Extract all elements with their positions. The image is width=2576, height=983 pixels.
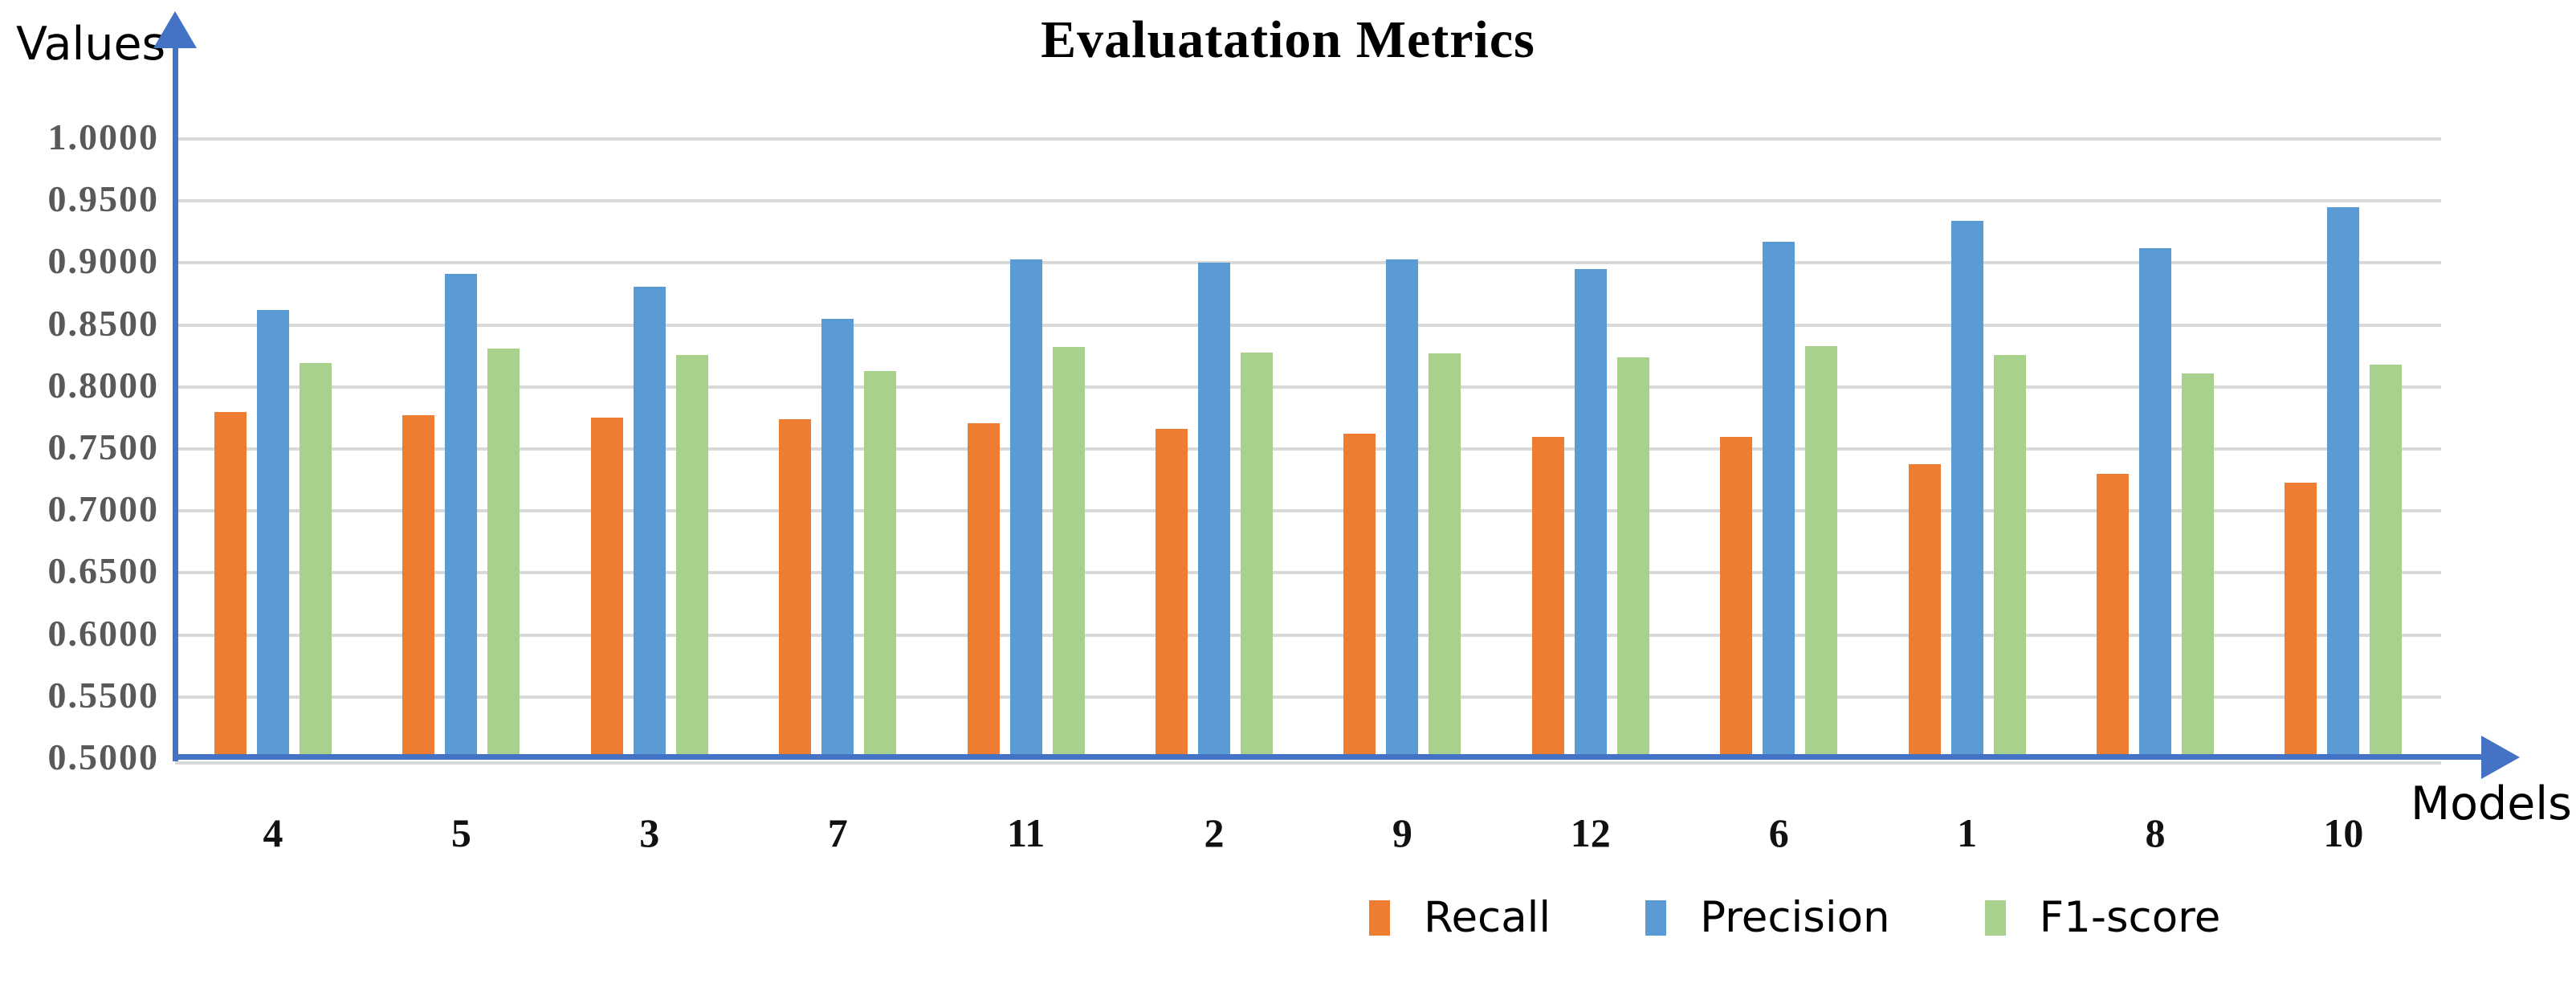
bar-precision-model-4 [257,310,289,759]
chart-title: Evaluatation Metrics [1041,10,1535,69]
bar-precision-model-2 [1198,263,1230,759]
y-tick-label: 0.6500 [47,550,159,592]
bar-precision-model-8 [2139,247,2171,759]
y-tick-label: 0.7000 [47,488,159,530]
bar-recall-model-11 [967,422,1000,759]
y-tick-label: 0.8000 [47,364,159,406]
bar-f1-score-model-1 [1993,354,2026,759]
gridline-0.75 [175,447,2441,451]
gridline-0.65 [175,571,2441,575]
y-tick-label: 0.7500 [47,426,159,467]
x-tick-label-model-2: 2 [1204,810,1225,855]
bar-recall-model-6 [1720,436,1753,759]
bar-recall-model-1 [1908,463,1941,759]
legend-label: Recall [1424,893,1551,942]
legend-item-f1-score: F1-score [1984,893,2221,942]
legend-marker-icon [1645,899,1667,936]
bar-f1-score-model-8 [2182,373,2214,759]
x-tick-label-model-6: 6 [1768,810,1789,855]
bar-recall-model-2 [1156,429,1188,759]
legend-marker-icon [1369,899,1390,936]
bar-f1-score-model-11 [1052,347,1085,759]
y-tick-label: 0.6000 [47,612,159,654]
x-axis-label: Models [2411,777,2572,830]
bar-recall-model-3 [590,418,623,759]
gridline-0.70 [175,509,2441,513]
x-tick-label-model-3: 3 [639,810,660,855]
bar-precision-model-7 [821,318,854,759]
y-axis-arrow-icon [153,11,197,48]
y-tick-label: 0.9000 [47,240,159,282]
bar-precision-model-11 [1009,259,1042,759]
bar-recall-model-4 [214,411,247,759]
y-axis-label: Values [16,18,166,71]
legend-item-precision: Precision [1645,893,1890,942]
gridline-0.90 [175,261,2441,265]
bar-recall-model-8 [2097,473,2129,759]
x-tick-label-model-5: 5 [450,810,471,855]
chart-legend: Recall Precision F1-score [1369,893,2220,942]
bar-precision-model-10 [2327,206,2360,759]
gridline-0.50 [175,761,2441,765]
legend-item-recall: Recall [1369,893,1551,942]
gridline-0.60 [175,633,2441,637]
x-tick-label-model-4: 4 [263,810,283,855]
y-tick-label: 0.8500 [47,302,159,344]
bar-recall-model-7 [779,418,812,759]
y-axis-line [173,42,178,761]
x-tick-label-model-9: 9 [1392,810,1412,855]
bar-f1-score-model-5 [487,348,520,759]
x-tick-label-model-11: 11 [1006,810,1045,855]
bar-f1-score-model-3 [675,354,708,759]
gridline-0.95 [175,199,2441,203]
x-tick-label-model-10: 10 [2323,810,2364,855]
y-tick-label: 1.0000 [47,116,159,157]
legend-label: F1-score [2039,893,2221,942]
gridline-0.55 [175,695,2441,699]
bar-recall-model-9 [1343,434,1376,759]
x-axis-arrow-icon [2481,736,2520,779]
y-tick-label: 0.5500 [47,674,159,716]
bar-f1-score-model-7 [864,370,897,759]
bar-f1-score-model-12 [1616,357,1649,759]
bar-precision-model-1 [1950,220,1983,759]
legend-marker-icon [1984,899,2006,936]
gridline-0.80 [175,385,2441,389]
x-tick-label-model-8: 8 [2145,810,2166,855]
bar-f1-score-model-10 [2370,365,2403,759]
y-tick-label: 0.9500 [47,178,159,220]
y-tick-label: 0.5000 [47,736,159,777]
bar-precision-model-9 [1386,259,1419,759]
x-axis-line [173,754,2485,760]
x-tick-label-model-12: 12 [1570,810,1611,855]
gridline-1.00 [175,137,2441,141]
legend-label: Precision [1700,893,1890,942]
bar-precision-model-3 [633,286,666,759]
bar-recall-model-5 [402,415,435,759]
gridline-0.85 [175,323,2441,327]
bar-f1-score-model-9 [1429,353,1461,759]
bar-f1-score-model-4 [300,363,332,759]
bar-precision-model-6 [1763,242,1795,759]
x-tick-label-model-1: 1 [1957,810,1978,855]
bar-precision-model-12 [1574,269,1607,759]
x-tick-label-model-7: 7 [827,810,848,855]
bar-f1-score-model-6 [1805,345,1838,759]
bar-precision-model-5 [445,274,478,759]
bar-f1-score-model-2 [1241,352,1273,759]
bar-recall-model-10 [2285,482,2317,759]
bar-recall-model-12 [1531,436,1564,759]
